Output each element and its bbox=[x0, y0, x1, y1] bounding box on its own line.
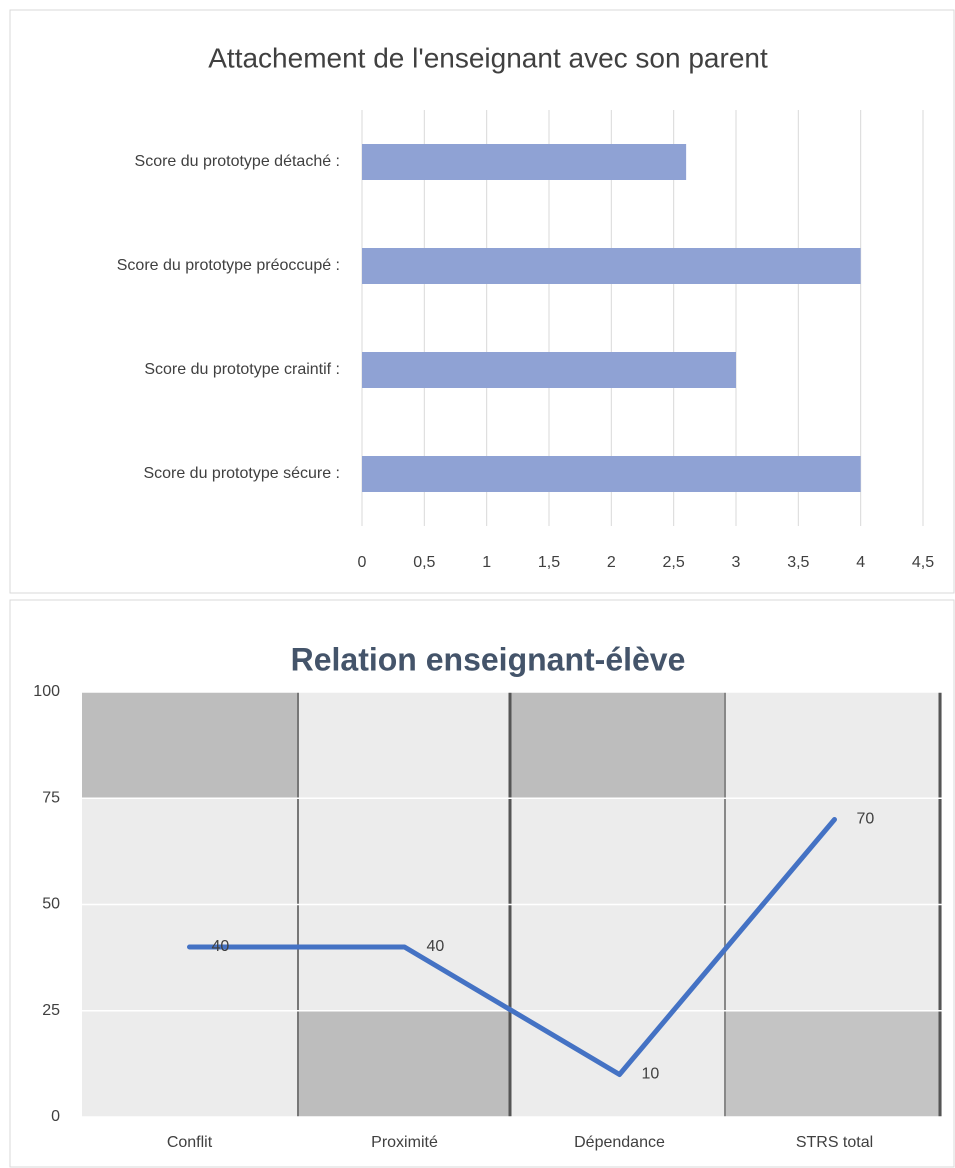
x-tick-label: STRS total bbox=[796, 1134, 873, 1151]
x-tick-label: 3 bbox=[732, 554, 741, 571]
data-label: 70 bbox=[857, 811, 875, 828]
bar bbox=[362, 352, 736, 388]
x-tick-label: Dépendance bbox=[574, 1134, 665, 1151]
bar bbox=[362, 456, 861, 492]
chart-title: Relation enseignant-élève bbox=[291, 641, 686, 677]
y-tick-label: Score du prototype préoccupé : bbox=[117, 257, 340, 274]
bar bbox=[362, 144, 687, 180]
data-label: 40 bbox=[427, 938, 445, 955]
x-tick-label: Conflit bbox=[167, 1134, 213, 1151]
x-tick-label: 3,5 bbox=[787, 554, 809, 571]
y-tick-label: Score du prototype détaché : bbox=[135, 153, 340, 170]
panel bbox=[9, 9, 955, 594]
x-tick-label: 4,5 bbox=[912, 554, 934, 571]
x-tick-label: Proximité bbox=[371, 1134, 438, 1151]
y-tick-label: 25 bbox=[42, 1002, 60, 1019]
y-tick-label: 0 bbox=[51, 1108, 60, 1125]
bar bbox=[362, 248, 861, 284]
chart-title: Attachement de l'enseignant avec son par… bbox=[208, 42, 768, 73]
x-tick-label: 0,5 bbox=[413, 554, 435, 571]
x-tick-label: 2,5 bbox=[663, 554, 685, 571]
data-label: 40 bbox=[212, 938, 230, 955]
line bbox=[187, 817, 837, 1077]
x-tick-label: 2 bbox=[607, 554, 616, 571]
x-tick-label: 4 bbox=[856, 554, 865, 571]
y-tick-label: 100 bbox=[33, 683, 60, 700]
x-tick-label: 0 bbox=[358, 554, 367, 571]
y-tick-label: 50 bbox=[42, 896, 60, 913]
y-tick-label: 75 bbox=[42, 789, 60, 806]
y-tick-label: Score du prototype craintif : bbox=[144, 361, 340, 378]
data-label: 10 bbox=[642, 1066, 660, 1083]
x-tick-label: 1 bbox=[482, 554, 491, 571]
x-tick-label: 1,5 bbox=[538, 554, 560, 571]
y-tick-label: Score du prototype sécure : bbox=[143, 465, 340, 482]
